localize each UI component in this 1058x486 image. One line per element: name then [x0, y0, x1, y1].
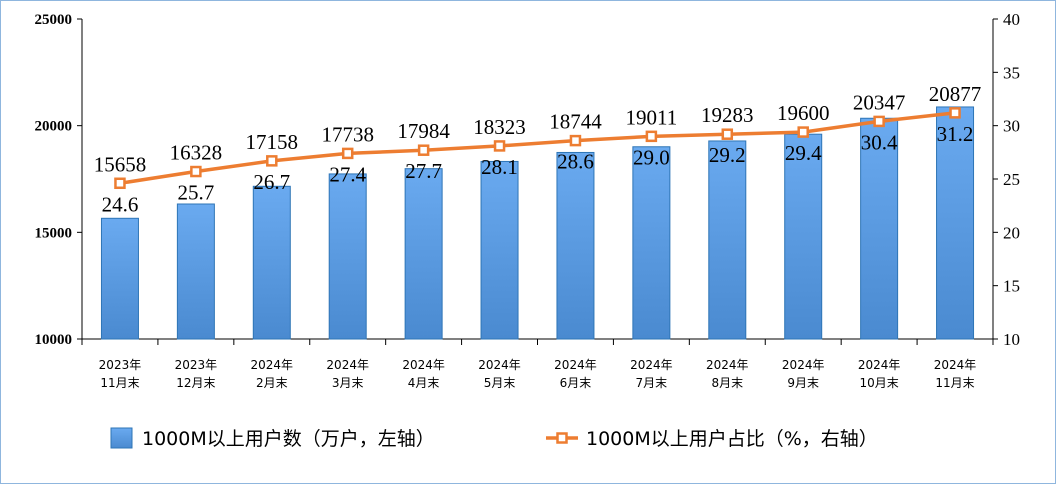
- line-point: [417, 144, 430, 156]
- x-tick-label-line1: 2024年: [554, 358, 597, 372]
- x-tick-label-line2: 8月末: [711, 376, 743, 390]
- series-line: [119, 111, 956, 185]
- bar-value-label: 18744: [549, 110, 602, 134]
- x-tick-label-line1: 2024年: [630, 358, 673, 372]
- bar-value-label: 17984: [397, 119, 450, 143]
- x-tick-label-line1: 2023年: [175, 358, 218, 372]
- bar-value-label: 20877: [929, 82, 982, 106]
- y-right-tick-label: 30: [1003, 117, 1020, 136]
- line-point: [266, 155, 278, 167]
- x-tick-label-line1: 2024年: [251, 358, 294, 372]
- x-tick-label-line2: 6月末: [560, 376, 592, 390]
- line-value-label: 29.4: [785, 141, 822, 165]
- line-point: [645, 130, 658, 143]
- bar-value-label: 20347: [853, 90, 906, 114]
- y-left-tick-label: 15000: [35, 225, 73, 241]
- x-tick-label-line2: 10月末: [859, 376, 898, 390]
- line-point: [949, 107, 961, 119]
- x-tick-label-line1: 2024年: [934, 358, 977, 372]
- bar: [176, 203, 215, 340]
- bar-value-label: 18323: [473, 115, 526, 139]
- y-right-tick-label: 35: [1003, 63, 1020, 82]
- bar-value-label: 17158: [246, 130, 299, 154]
- x-tick-label-line2: 2月末: [256, 376, 288, 390]
- line-value-label: 28.1: [481, 155, 518, 179]
- bar: [556, 151, 595, 340]
- line-point: [873, 115, 885, 128]
- bar-value-label: 15658: [94, 152, 147, 176]
- line-point: [114, 177, 126, 190]
- x-tick-label-line2: 5月末: [484, 376, 516, 390]
- bar: [632, 146, 671, 340]
- line-value-label: 27.7: [405, 159, 442, 183]
- line-value-label: 29.0: [633, 145, 670, 169]
- legend-line-label: 1000M以上用户占比（%，右轴）: [586, 428, 878, 450]
- x-tick-label-line2: 3月末: [332, 376, 364, 390]
- line-point: [721, 128, 734, 140]
- x-tick-label-line1: 2024年: [326, 358, 369, 372]
- bar-value-label: 19011: [626, 105, 678, 129]
- bar: [328, 173, 367, 340]
- bar: [100, 217, 139, 340]
- line-point: [341, 147, 354, 160]
- bar: [252, 185, 291, 340]
- line-value-label: 25.7: [178, 181, 215, 205]
- y-right-tick-label: 25: [1003, 170, 1020, 189]
- x-tick-label-line1: 2024年: [782, 358, 825, 372]
- bar: [784, 133, 823, 340]
- bar-value-label: 19283: [701, 103, 754, 127]
- bar: [708, 140, 747, 340]
- x-tick-label-line2: 4月末: [408, 376, 440, 390]
- x-tick-label-line2: 11月末: [100, 376, 139, 390]
- line-point: [569, 134, 582, 147]
- bar: [480, 160, 519, 340]
- line-point: [797, 126, 809, 138]
- y-right-tick-label: 40: [1003, 10, 1020, 29]
- bar-value-label: 19600: [777, 101, 830, 125]
- bar: [860, 117, 899, 340]
- x-tick-label-line1: 2024年: [478, 358, 521, 372]
- x-tick-label-line1: 2024年: [858, 358, 901, 372]
- y-right-tick-label: 20: [1003, 223, 1020, 242]
- y-right-tick-label: 10: [1003, 330, 1020, 349]
- line-value-label: 30.4: [861, 130, 898, 154]
- line-value-label: 31.2: [937, 122, 974, 146]
- legend-bar-label: 1000M以上用户数（万户，左轴）: [142, 428, 435, 450]
- y-right-tick-label: 15: [1003, 277, 1020, 296]
- x-tick-label-line2: 11月末: [935, 376, 974, 390]
- legend-bar-swatch: [110, 427, 133, 449]
- x-tick-label-line2: 9月末: [787, 376, 819, 390]
- line-point: [190, 165, 202, 178]
- bar-value-label: 16328: [170, 141, 223, 165]
- line-value-label: 27.4: [329, 162, 366, 186]
- line-value-label: 29.2: [709, 143, 746, 167]
- x-tick-label-line2: 12月末: [176, 376, 215, 390]
- legend-line-marker: [556, 432, 568, 444]
- line-point: [493, 140, 506, 152]
- line-value-label: 28.6: [557, 150, 594, 174]
- bar-value-label: 17738: [321, 122, 374, 146]
- line-value-label: 24.6: [102, 192, 139, 216]
- bar: [404, 168, 443, 340]
- y-left-tick-label: 10000: [35, 332, 73, 348]
- y-left-tick-label: 20000: [35, 119, 73, 135]
- x-tick-label-line1: 2024年: [706, 358, 749, 372]
- bar: [936, 106, 975, 340]
- x-tick-label-line2: 7月末: [636, 376, 668, 390]
- x-tick-label-line1: 2024年: [402, 358, 445, 372]
- line-value-label: 26.7: [253, 170, 290, 194]
- x-tick-label-line1: 2023年: [99, 358, 142, 372]
- y-left-tick-label: 25000: [35, 12, 73, 28]
